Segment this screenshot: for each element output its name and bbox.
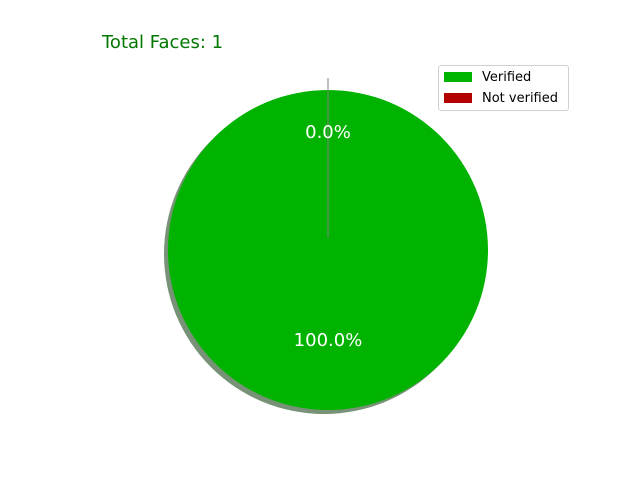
pct-label-not-verified: 0.0% [305, 122, 351, 143]
legend-swatch-not-verified [444, 93, 472, 103]
legend-item-verified: Verified [444, 69, 531, 85]
legend: Verified Not verified [438, 65, 569, 111]
legend-label-not-verified: Not verified [482, 90, 558, 106]
pct-label-verified: 100.0% [294, 330, 363, 351]
pie-slice-verified [168, 90, 488, 410]
legend-item-not-verified: Not verified [444, 90, 558, 106]
chart-title: Total Faces: 1 [101, 32, 223, 53]
legend-swatch-verified [444, 72, 472, 82]
legend-label-verified: Verified [482, 69, 532, 85]
